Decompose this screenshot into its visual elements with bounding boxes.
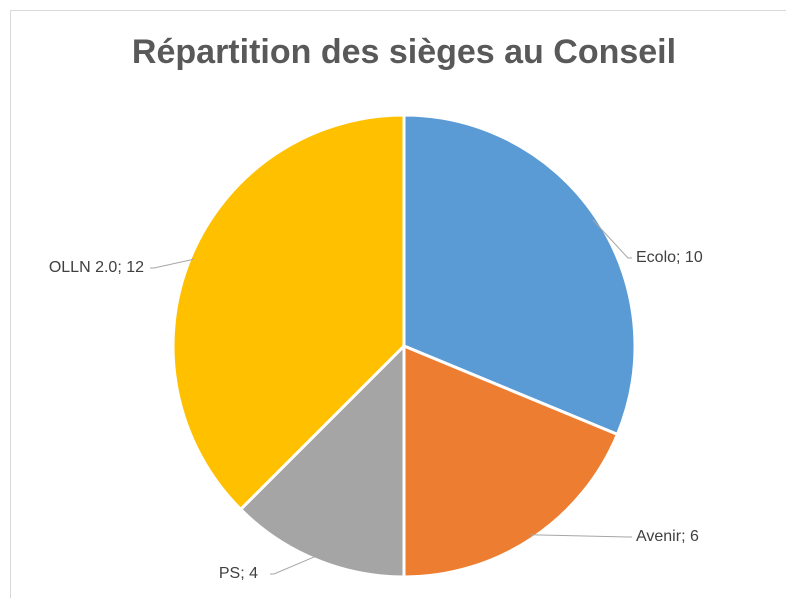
chart-title: Répartition des sièges au Conseil [132,33,676,71]
leader-line [270,555,318,575]
pie-slice [238,342,406,579]
pie-slice [171,113,406,512]
data-label: PS; 4 [219,565,258,582]
data-label: Avenir; 6 [636,528,699,545]
leader-line [592,219,632,259]
data-label: OLLN 2.0; 12 [49,259,144,276]
leader-line [530,534,632,538]
data-label: Ecolo; 10 [636,249,703,266]
pie-slice [402,113,637,437]
pie-slice [402,343,620,579]
leader-line [150,258,195,269]
